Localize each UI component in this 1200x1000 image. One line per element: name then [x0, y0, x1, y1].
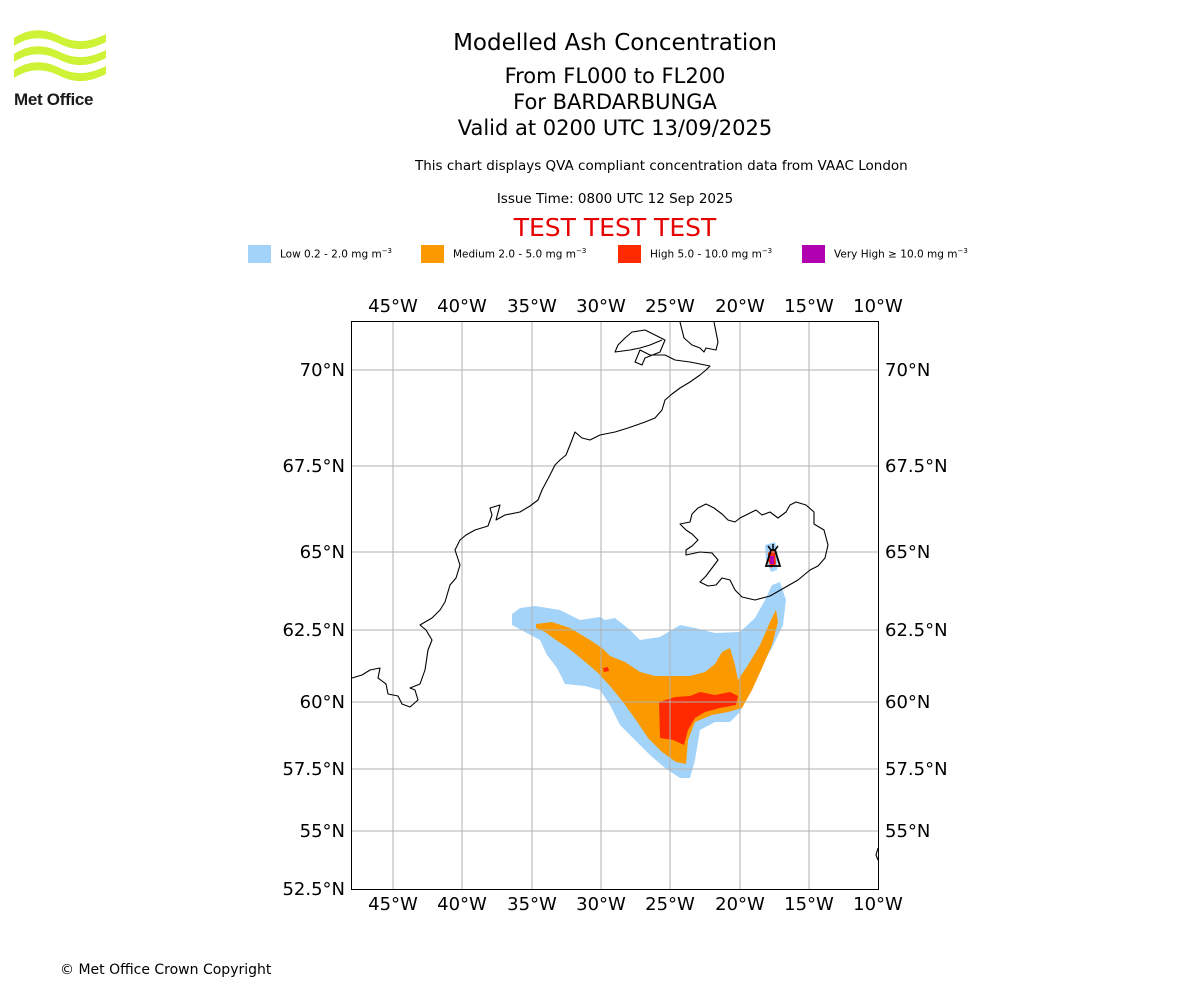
issue-time: Issue Time: 0800 UTC 12 Sep 2025 — [496, 191, 734, 207]
iceland-coastline — [679, 501, 829, 601]
lat-labels-left: 70°N 67.5°N 65°N 62.5°N 60°N 57.5°N 55°N… — [282, 360, 345, 900]
lat-label-left: 52.5°N — [282, 879, 345, 900]
legend-swatch-high — [618, 244, 641, 263]
lat-label-left: 65°N — [300, 542, 345, 563]
legend-item-medium: Medium 2.0 - 5.0 mg m−3 — [421, 244, 586, 263]
legend-swatch-low — [248, 244, 271, 263]
ash-contour-high-spot — [603, 667, 609, 672]
lat-label-right: 57.5°N — [885, 759, 948, 780]
ash-contour-medium — [536, 610, 778, 764]
flight-level-range: From FL000 to FL200 — [504, 64, 726, 88]
legend-label-very-high: Very High ≥ 10.0 mg m−3 — [834, 246, 968, 261]
lat-label-left: 57.5°N — [282, 759, 345, 780]
lon-label-bottom: 40°W — [437, 894, 487, 915]
lat-label-left: 67.5°N — [282, 456, 345, 477]
met-office-waves-icon — [14, 30, 106, 82]
lat-label-right: 65°N — [885, 542, 930, 563]
lat-label-right: 67.5°N — [885, 456, 948, 477]
lon-label-bottom: 10°W — [853, 894, 903, 915]
lon-labels-top: 45°W 40°W 35°W 30°W 25°W 20°W 15°W 10°W — [368, 296, 903, 317]
lon-label-top: 25°W — [645, 296, 695, 317]
lat-label-left: 55°N — [300, 821, 345, 842]
lon-label-bottom: 30°W — [576, 894, 626, 915]
graticule — [352, 322, 878, 889]
chart-title: Modelled Ash Concentration — [453, 30, 777, 56]
lon-label-bottom: 45°W — [368, 894, 418, 915]
lon-label-bottom: 35°W — [507, 894, 557, 915]
map-frame — [351, 321, 879, 890]
scotland-coastline-fragment — [875, 847, 879, 861]
lat-label-left: 62.5°N — [282, 620, 345, 641]
lon-label-top: 15°W — [784, 296, 834, 317]
lat-labels-right: 70°N 67.5°N 65°N 62.5°N 60°N 57.5°N 55°N — [885, 360, 948, 842]
legend-item-high: High 5.0 - 10.0 mg m−3 — [618, 244, 772, 263]
lon-label-top: 10°W — [853, 296, 903, 317]
greenland-north-coastline — [679, 321, 719, 353]
legend-swatch-very-high — [802, 244, 825, 263]
met-office-logo: Met Office — [14, 28, 114, 118]
lon-label-top: 30°W — [576, 296, 626, 317]
lat-label-right: 62.5°N — [885, 620, 948, 641]
ash-contour-high — [659, 692, 738, 745]
lon-label-top: 20°W — [715, 296, 765, 317]
lat-label-right: 55°N — [885, 821, 930, 842]
ash-contours — [512, 542, 786, 778]
volcano-name: For BARDARBUNGA — [513, 90, 717, 114]
test-banner: TEST TEST TEST — [513, 213, 717, 242]
logo-wordmark: Met Office — [14, 90, 94, 109]
volcano-marker-icon — [764, 544, 782, 567]
lon-labels-bottom: 45°W 40°W 35°W 30°W 25°W 20°W 15°W 10°W — [368, 894, 903, 915]
greenland-coastline — [351, 329, 711, 708]
lon-label-bottom: 20°W — [715, 894, 765, 915]
ash-contour-very-high-source — [770, 556, 774, 564]
lon-label-top: 35°W — [507, 296, 557, 317]
legend-item-very-high: Very High ≥ 10.0 mg m−3 — [802, 244, 968, 263]
valid-time: Valid at 0200 UTC 13/09/2025 — [457, 116, 773, 140]
lat-label-left: 60°N — [300, 692, 345, 713]
lon-label-bottom: 25°W — [645, 894, 695, 915]
legend-item-low: Low 0.2 - 2.0 mg m−3 — [248, 244, 392, 263]
lat-label-right: 60°N — [885, 692, 930, 713]
lon-label-bottom: 15°W — [784, 894, 834, 915]
legend-label-low: Low 0.2 - 2.0 mg m−3 — [280, 246, 393, 261]
legend-label-medium: Medium 2.0 - 5.0 mg m−3 — [453, 246, 587, 261]
coastlines — [351, 321, 879, 861]
lon-label-top: 40°W — [437, 296, 487, 317]
copyright-notice: © Met Office Crown Copyright — [60, 962, 272, 978]
lat-label-right: 70°N — [885, 360, 930, 381]
lat-label-left: 70°N — [300, 360, 345, 381]
legend-swatch-medium — [421, 244, 444, 263]
legend-label-high: High 5.0 - 10.0 mg m−3 — [650, 246, 773, 261]
chart-description: This chart displays QVA compliant concen… — [415, 158, 908, 174]
lon-label-top: 45°W — [368, 296, 418, 317]
